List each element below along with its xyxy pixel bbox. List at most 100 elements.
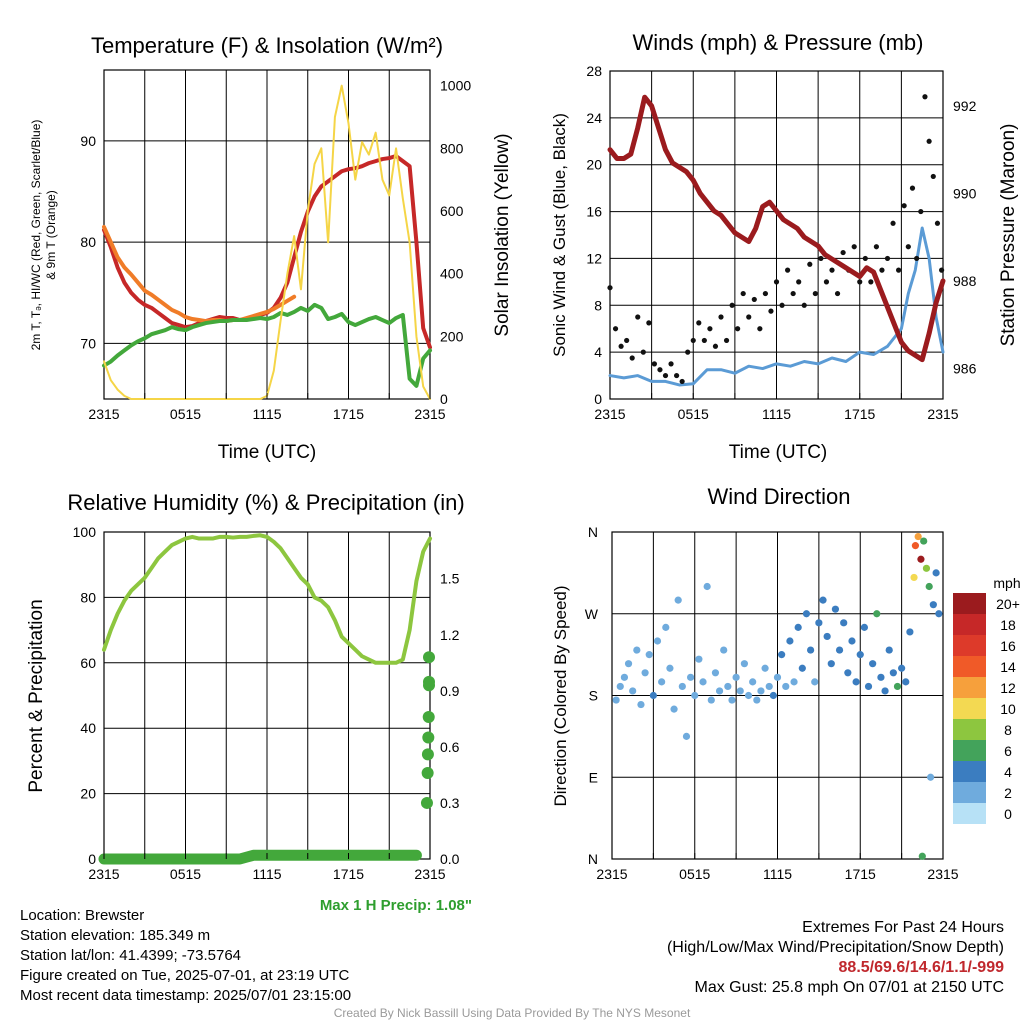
gust-point bbox=[640, 349, 646, 355]
legend-swatch bbox=[953, 656, 986, 677]
gust-point bbox=[679, 378, 685, 385]
temperature-xlabel: Time (UTC) bbox=[218, 442, 317, 463]
direction-point bbox=[699, 678, 707, 686]
direction-point bbox=[715, 687, 724, 695]
gust-point bbox=[773, 279, 780, 285]
legend-label: 0 bbox=[1004, 806, 1012, 822]
gust-point bbox=[646, 320, 652, 326]
y2-tick-label: 800 bbox=[440, 140, 464, 156]
direction-point bbox=[926, 773, 935, 781]
direction-point bbox=[666, 664, 674, 672]
gust-point bbox=[735, 326, 741, 332]
figure-created: Figure created on Tue, 2025-07-01, at 23… bbox=[20, 967, 350, 984]
y2-tick-label: 1.2 bbox=[440, 627, 460, 643]
direction-point bbox=[629, 687, 637, 695]
direction-point bbox=[769, 691, 777, 700]
direction-point bbox=[920, 537, 928, 545]
direction-point bbox=[720, 646, 728, 654]
gust-point bbox=[834, 290, 841, 297]
direction-point bbox=[906, 628, 914, 636]
y-tick-label: W bbox=[585, 606, 599, 622]
y-tick-label: 60 bbox=[80, 655, 96, 671]
gust-point bbox=[818, 255, 824, 262]
x-tick-label: 2315 bbox=[88, 866, 119, 882]
temperature-ylabel-left: 2m T, Tₔ, HI/WC (Red, Green, Scarlet/Blu… bbox=[29, 120, 43, 351]
precip-point bbox=[422, 710, 435, 723]
temperature-line bbox=[102, 224, 297, 324]
direction-point bbox=[935, 610, 943, 618]
gust-point bbox=[707, 326, 713, 332]
winds-grid bbox=[610, 71, 943, 399]
legend-swatch bbox=[953, 761, 986, 782]
direction-point bbox=[929, 601, 937, 609]
gust-point bbox=[751, 296, 757, 303]
gust-point bbox=[768, 308, 774, 314]
direction-point bbox=[932, 569, 940, 577]
direction-point bbox=[898, 664, 906, 672]
gust-point bbox=[812, 290, 818, 297]
gust-point bbox=[635, 314, 641, 320]
direction-point bbox=[744, 691, 753, 700]
gust-point bbox=[934, 220, 941, 226]
direction-point bbox=[637, 700, 645, 709]
winds-axes: 2315 0515 1115 1715 231504812162024289869889… bbox=[586, 63, 976, 422]
legend-label: 18 bbox=[1000, 617, 1016, 633]
direction-point bbox=[881, 687, 889, 695]
direction-point bbox=[885, 646, 893, 654]
extremes-title: Extremes For Past 24 Hours bbox=[802, 919, 1004, 936]
precip-point bbox=[423, 675, 435, 688]
gust-point bbox=[779, 302, 785, 308]
y-tick-label: 12 bbox=[586, 250, 602, 266]
direction-point bbox=[918, 852, 926, 860]
direction-point bbox=[707, 696, 715, 704]
direction-point bbox=[687, 673, 695, 681]
gust-point bbox=[939, 267, 945, 273]
direction-point bbox=[860, 623, 868, 631]
x-tick-label: 0515 bbox=[170, 406, 201, 422]
y2-tick-label: 600 bbox=[440, 203, 464, 219]
gust-point bbox=[662, 372, 669, 379]
temperature-grid bbox=[104, 70, 430, 399]
direction-point bbox=[786, 637, 794, 645]
y2-tick-label: 1000 bbox=[440, 78, 471, 94]
x-tick-label: 2315 bbox=[414, 866, 445, 882]
humidity-ylabel-left: Percent & Precipitation bbox=[26, 599, 47, 792]
direction-point bbox=[902, 678, 910, 686]
y-tick-label: N bbox=[588, 851, 598, 867]
gust-point bbox=[873, 244, 880, 250]
y-tick-label: 20 bbox=[586, 157, 602, 173]
gust-point bbox=[624, 337, 630, 344]
legend-label: 14 bbox=[1000, 659, 1016, 675]
y-tick-label: 16 bbox=[586, 204, 602, 220]
direction-point bbox=[873, 610, 881, 618]
direction-point bbox=[815, 619, 823, 627]
gust-point bbox=[857, 279, 863, 285]
legend-label: 20+ bbox=[996, 596, 1020, 612]
gust-point bbox=[668, 361, 674, 367]
gust-point bbox=[651, 361, 658, 367]
gust-point bbox=[909, 185, 916, 191]
x-tick-label: 2315 bbox=[927, 406, 958, 422]
credit-line: Created By Nick Bassill Using Data Provi… bbox=[333, 1006, 691, 1020]
y-tick-label: 70 bbox=[80, 335, 96, 351]
precip-point bbox=[421, 767, 434, 780]
direction-point bbox=[794, 623, 802, 631]
direction-point bbox=[819, 596, 827, 604]
gust-point bbox=[829, 267, 835, 273]
legend-swatch bbox=[953, 698, 986, 719]
gust-point bbox=[879, 267, 885, 273]
gust-point bbox=[729, 302, 735, 308]
gust-point bbox=[701, 337, 707, 344]
winds-title: Winds (mph) & Pressure (mb) bbox=[633, 30, 924, 55]
direction-point bbox=[782, 682, 790, 691]
direction-point bbox=[662, 623, 670, 631]
gust-point bbox=[890, 220, 896, 226]
direction-point bbox=[624, 660, 633, 668]
direction-point bbox=[732, 673, 740, 681]
x-tick-label: 1115 bbox=[252, 406, 281, 422]
direction-point bbox=[674, 596, 682, 604]
pressure-line bbox=[607, 94, 946, 363]
x-tick-label: 2315 bbox=[88, 406, 119, 422]
y-tick-label: N bbox=[588, 524, 598, 540]
